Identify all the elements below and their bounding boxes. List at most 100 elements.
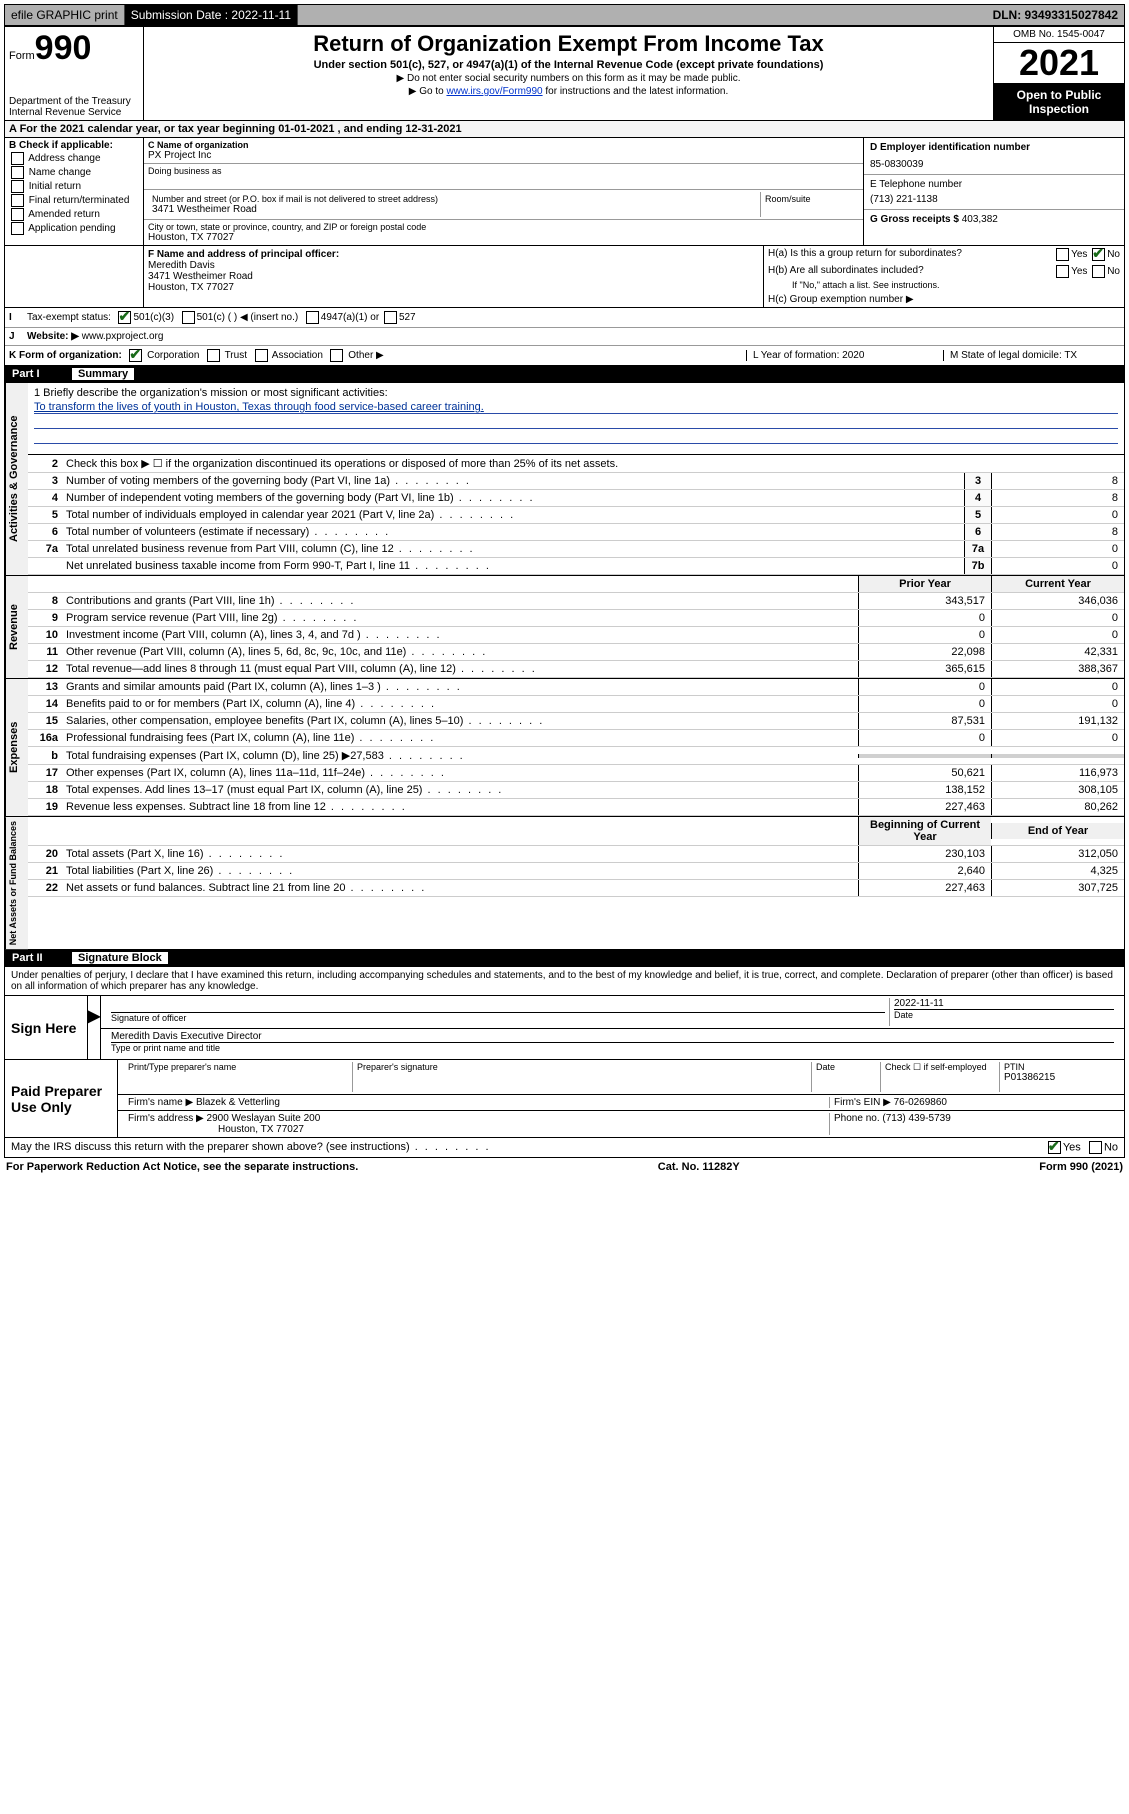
chk-amended[interactable]: Amended return xyxy=(9,208,139,221)
sig-date-label: Date xyxy=(894,1009,1114,1020)
box-b-label: B Check if applicable: xyxy=(9,140,139,151)
data-line: 15Salaries, other compensation, employee… xyxy=(28,713,1124,730)
gov-line: 5Total number of individuals employed in… xyxy=(28,507,1124,524)
footer-left: For Paperwork Reduction Act Notice, see … xyxy=(6,1161,358,1173)
officer-street: 3471 Westheimer Road xyxy=(148,271,759,282)
header-right: OMB No. 1545-0047 2021 Open to Public In… xyxy=(993,27,1124,120)
gross-label: G Gross receipts $ xyxy=(870,214,959,225)
sig-officer-label: Signature of officer xyxy=(111,1012,885,1023)
chk-initial[interactable]: Initial return xyxy=(9,180,139,193)
tax-status-label: Tax-exempt status: xyxy=(27,312,111,323)
tax-year: 2021 xyxy=(994,43,1124,84)
mission-q: 1 Briefly describe the organization's mi… xyxy=(34,387,1118,399)
paid-preparer-label: Paid Preparer Use Only xyxy=(5,1060,118,1137)
chk-501c3[interactable] xyxy=(118,311,131,324)
box-b: B Check if applicable: Address change Na… xyxy=(5,138,144,245)
note-link: ▶ Go to www.irs.gov/Form990 for instruct… xyxy=(150,86,987,97)
city-label: City or town, state or province, country… xyxy=(148,222,859,232)
part2-header: Part II Signature Block xyxy=(4,950,1125,966)
top-bar: efile GRAPHIC print Submission Date : 20… xyxy=(4,4,1125,26)
line-2: 2 Check this box ▶ ☐ if the organization… xyxy=(28,455,1124,473)
open-inspection: Open to Public Inspection xyxy=(994,84,1124,120)
revenue-section: Revenue b Prior Year Current Year 8Contr… xyxy=(4,576,1125,679)
firm-name-label: Firm's name ▶ xyxy=(128,1097,193,1108)
dln-label: DLN: 93493315027842 xyxy=(987,5,1124,25)
box-right: D Employer identification number 85-0830… xyxy=(863,138,1124,245)
street-label: Number and street (or P.O. box if mail i… xyxy=(152,194,756,204)
firm-addr1: 2900 Weslayan Suite 200 xyxy=(207,1113,321,1124)
chk-501c[interactable] xyxy=(182,311,195,324)
part2-title: Signature Block xyxy=(72,952,168,964)
sig-date: 2022-11-11 xyxy=(894,998,1114,1009)
signature-block: Under penalties of perjury, I declare th… xyxy=(4,966,1125,1138)
hb-label: H(b) Are all subordinates included? xyxy=(768,265,1054,278)
part1-num: Part I xyxy=(12,368,72,380)
header-left: Form990 Department of the Treasury Inter… xyxy=(5,27,144,120)
ein-label: D Employer identification number xyxy=(870,142,1118,153)
form-title: Return of Organization Exempt From Incom… xyxy=(150,31,987,57)
data-line: 22Net assets or fund balances. Subtract … xyxy=(28,880,1124,897)
year-formation: L Year of formation: 2020 xyxy=(746,350,943,361)
form-prefix: Form xyxy=(9,50,35,62)
rev-head: b Prior Year Current Year xyxy=(28,576,1124,593)
prep-name-label: Print/Type preparer's name xyxy=(124,1062,352,1092)
discuss-yes[interactable] xyxy=(1048,1141,1061,1154)
firm-addr-label: Firm's address ▶ xyxy=(128,1113,204,1124)
chk-4947[interactable] xyxy=(306,311,319,324)
officer-label: F Name and address of principal officer: xyxy=(148,249,759,260)
discuss-no[interactable] xyxy=(1089,1141,1102,1154)
part1-header: Part I Summary xyxy=(4,366,1125,382)
net-section: Net Assets or Fund Balances Beginning of… xyxy=(4,817,1125,950)
data-line: 21Total liabilities (Part X, line 26)2,6… xyxy=(28,863,1124,880)
discuss-row: May the IRS discuss this return with the… xyxy=(4,1138,1125,1158)
chk-name[interactable]: Name change xyxy=(9,166,139,179)
irs-link[interactable]: www.irs.gov/Form990 xyxy=(446,86,542,97)
chk-corp[interactable] xyxy=(129,349,142,362)
block-fh: F Name and address of principal officer:… xyxy=(4,246,1125,308)
chk-address[interactable]: Address change xyxy=(9,152,139,165)
data-line: 20Total assets (Part X, line 16)230,1033… xyxy=(28,846,1124,863)
chk-pending[interactable]: Application pending xyxy=(9,222,139,235)
current-year-head: Current Year xyxy=(991,576,1124,592)
governance-section: Activities & Governance 1 Briefly descri… xyxy=(4,382,1125,576)
data-line: 16aProfessional fundraising fees (Part I… xyxy=(28,730,1124,747)
website-label: Website: ▶ xyxy=(27,331,79,342)
website-value: www.pxproject.org xyxy=(82,331,164,342)
chk-527[interactable] xyxy=(384,311,397,324)
gov-line: 7aTotal unrelated business revenue from … xyxy=(28,541,1124,558)
section-ijklm: I Tax-exempt status: 501(c)(3) 501(c) ( … xyxy=(4,308,1125,366)
gross-value: 403,382 xyxy=(962,214,998,225)
form-header: Form990 Department of the Treasury Inter… xyxy=(4,26,1125,121)
chk-other[interactable] xyxy=(330,349,343,362)
form-number: 990 xyxy=(35,29,92,67)
info-block: B Check if applicable: Address change Na… xyxy=(4,138,1125,246)
omb-number: OMB No. 1545-0047 xyxy=(994,27,1124,43)
self-employed: Check ☐ if self-employed xyxy=(880,1062,999,1092)
data-line: 14Benefits paid to or for members (Part … xyxy=(28,696,1124,713)
footer-right: Form 990 (2021) xyxy=(1039,1161,1123,1173)
firm-ein: 76-0269860 xyxy=(894,1097,947,1108)
data-line: 12Total revenue—add lines 8 through 11 (… xyxy=(28,661,1124,678)
form-org-label: K Form of organization: xyxy=(9,350,122,361)
firm-name: Blazek & Vetterling xyxy=(196,1097,280,1108)
hb-note: If "No," attach a list. See instructions… xyxy=(764,280,1124,292)
firm-addr2: Houston, TX 77027 xyxy=(128,1124,825,1135)
org-name: PX Project Inc xyxy=(148,150,859,161)
part1-title: Summary xyxy=(72,368,134,380)
tax-period: A For the 2021 calendar year, or tax yea… xyxy=(4,121,1125,138)
mission-block: 1 Briefly describe the organization's mi… xyxy=(28,383,1124,455)
note-ssn: ▶ Do not enter social security numbers o… xyxy=(150,73,987,84)
data-line: 10Investment income (Part VIII, column (… xyxy=(28,627,1124,644)
room-label: Room/suite xyxy=(765,194,855,204)
chk-trust[interactable] xyxy=(207,349,220,362)
expenses-section: Expenses 13Grants and similar amounts pa… xyxy=(4,679,1125,817)
efile-label[interactable]: efile GRAPHIC print xyxy=(5,5,125,25)
chk-final[interactable]: Final return/terminated xyxy=(9,194,139,207)
ptin-value: P01386215 xyxy=(1004,1072,1114,1083)
footer-mid: Cat. No. 11282Y xyxy=(658,1161,740,1173)
data-line: bTotal fundraising expenses (Part IX, co… xyxy=(28,747,1124,765)
dba-label: Doing business as xyxy=(148,166,859,176)
chk-assoc[interactable] xyxy=(255,349,268,362)
gov-line: Net unrelated business taxable income fr… xyxy=(28,558,1124,575)
form-subtitle: Under section 501(c), 527, or 4947(a)(1)… xyxy=(150,59,987,71)
